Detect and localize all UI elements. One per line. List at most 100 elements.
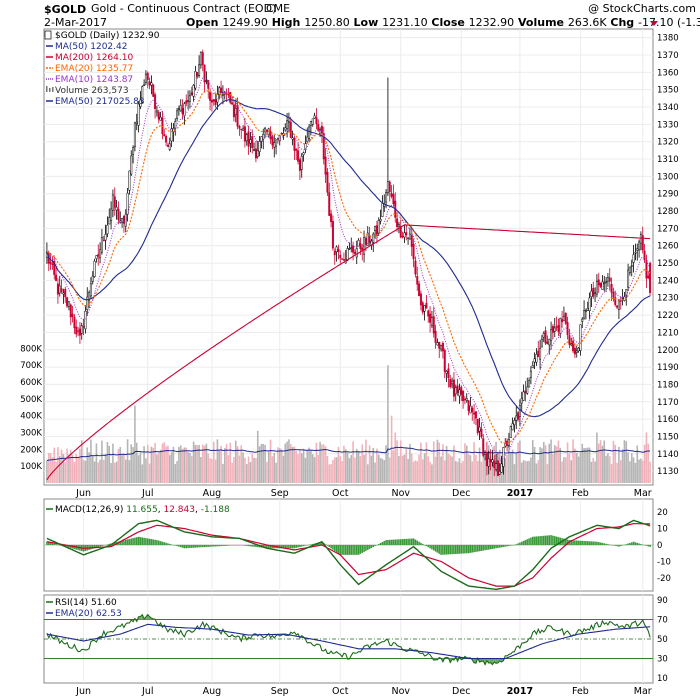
macd-histogram-bar <box>381 542 384 545</box>
volume-bar <box>82 459 85 483</box>
candle-body <box>555 326 558 328</box>
macd-histogram-bar <box>198 545 200 548</box>
macd-series <box>44 519 653 591</box>
macd-histogram-bar <box>548 535 551 545</box>
price-tick-label: 1310 <box>657 155 679 165</box>
volume-bar <box>368 445 371 483</box>
volume-bar <box>53 447 56 483</box>
macd-histogram-bar <box>207 545 210 547</box>
candle-body <box>352 245 355 253</box>
volume-bar <box>260 443 263 483</box>
candle-body <box>350 247 353 249</box>
volume-bar <box>266 461 268 483</box>
macd-histogram-bar <box>557 537 560 545</box>
ohlc-high-label: High <box>268 16 304 29</box>
macd-histogram-bar <box>223 545 226 546</box>
macd-histogram-bar <box>128 538 131 545</box>
macd-histogram-bar <box>645 545 648 546</box>
volume-bar <box>568 453 571 483</box>
macd-histogram-bar <box>289 545 292 549</box>
macd-histogram-bar <box>429 545 431 549</box>
candle-body <box>300 155 303 170</box>
candle-body <box>617 300 620 310</box>
candle-body <box>280 132 283 135</box>
price-tick-label: 1320 <box>657 138 679 148</box>
macd-histogram-bar <box>68 545 70 548</box>
macd-histogram-bar <box>410 538 413 545</box>
macd-histogram-bar <box>638 543 640 545</box>
candle-body <box>265 129 268 132</box>
price-tick-label: 1200 <box>657 346 679 356</box>
volume-bar <box>346 452 349 483</box>
volume-bar <box>473 442 475 483</box>
volume-bar <box>234 440 237 483</box>
x-tick-label: 2017 <box>507 686 533 697</box>
candle-body <box>412 243 415 260</box>
volume-bar <box>245 464 248 483</box>
macd-histogram-bar <box>570 540 573 545</box>
macd-histogram-bar <box>192 545 195 548</box>
macd-histogram-bar <box>135 537 138 545</box>
volume-bar <box>436 439 439 483</box>
macd-histogram-bar <box>145 538 147 545</box>
macd-histogram-bar <box>436 545 439 553</box>
macd-histogram-bar <box>137 536 140 545</box>
volume-bar <box>636 445 639 483</box>
volume-bar <box>465 445 468 483</box>
volume-legend-icon <box>46 86 48 92</box>
price-tick-label: 1220 <box>657 311 679 321</box>
volume-bar <box>101 440 103 483</box>
candle-body <box>121 217 124 223</box>
price-tick-label: 1210 <box>657 328 679 338</box>
macd-histogram-bar <box>234 545 237 546</box>
x-tick-label: Jun <box>75 686 91 697</box>
x-tick-label: Dec <box>452 488 470 499</box>
macd-histogram-bar <box>319 542 321 545</box>
macd-histogram-bar <box>185 545 188 549</box>
volume-bar <box>282 455 285 483</box>
x-tick-label: Feb <box>572 686 589 697</box>
rsi-ema-value: 62.53 <box>96 609 122 619</box>
candle-body <box>130 155 133 175</box>
volume-bar <box>363 454 365 483</box>
volume-bar <box>306 450 309 483</box>
volume-bar <box>126 439 129 483</box>
macd-histogram-bar <box>607 544 609 545</box>
macd-histogram-bar <box>352 545 354 555</box>
candle-body <box>377 220 380 234</box>
macd-histogram-bar <box>150 539 153 545</box>
candle-body <box>381 203 384 217</box>
candle-body <box>469 405 472 414</box>
candle-body <box>632 254 635 263</box>
macd-histogram-bar <box>535 536 538 545</box>
price-candles <box>45 49 652 477</box>
macd-histogram-bar <box>264 545 266 549</box>
volume-bar <box>262 443 265 483</box>
candle-body <box>484 452 487 455</box>
volume-bar <box>123 453 125 483</box>
candle-body <box>605 281 608 283</box>
candle-body <box>403 232 406 238</box>
volume-bar <box>170 452 173 483</box>
volume-bar <box>157 452 160 483</box>
candle-body <box>597 279 600 286</box>
macd-histogram-bar <box>585 541 587 545</box>
macd-histogram-bar <box>568 540 571 545</box>
macd-histogram-bar <box>640 544 642 545</box>
volume-bar <box>165 446 167 483</box>
volume-bar <box>91 455 94 483</box>
volume-bar <box>278 448 281 483</box>
macd-histogram-bar <box>304 545 307 546</box>
candle-body <box>440 345 443 350</box>
macd-histogram-bar <box>55 544 57 545</box>
candle-body <box>401 236 404 238</box>
volume-bar <box>484 456 486 483</box>
macd-histogram-bar <box>553 536 556 545</box>
volume-bar <box>629 461 631 483</box>
macd-histogram-bar <box>407 538 409 545</box>
volume-bar <box>405 447 408 483</box>
candle-body <box>287 121 290 123</box>
candle-body <box>423 305 426 312</box>
candle-body <box>630 265 633 267</box>
volume-bar <box>236 446 239 483</box>
